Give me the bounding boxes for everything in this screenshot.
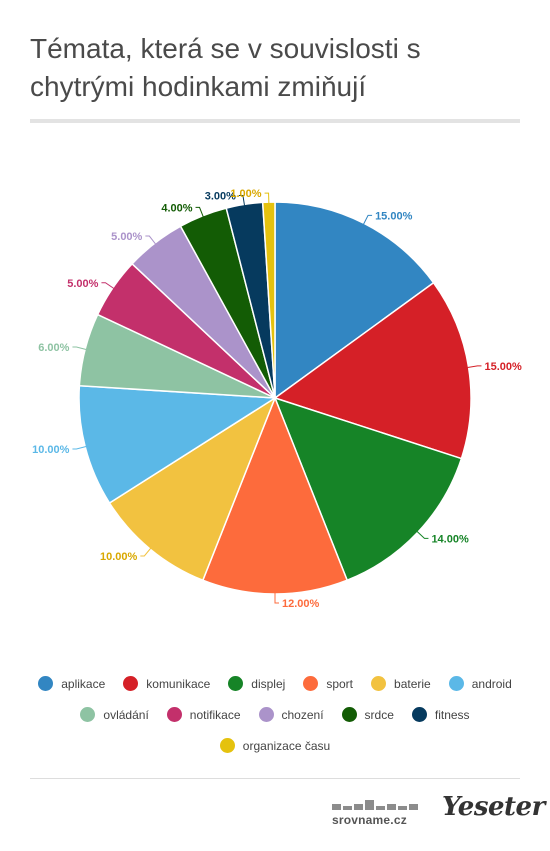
legend-swatch-7 (166, 707, 182, 722)
legend-item-11: organizace času (219, 738, 331, 753)
leader-line-3 (274, 593, 279, 604)
srovname-logo-icon (332, 800, 418, 810)
slice-label-11: 1.00% (230, 188, 261, 200)
legend-item-2: displej (228, 676, 285, 691)
legend-swatch-10 (411, 707, 427, 722)
legend-label-11: organizace času (242, 738, 331, 753)
legend-swatch-6 (80, 707, 96, 722)
legend-label-8: chození (281, 707, 324, 722)
legend-item-1: komunikace (123, 676, 210, 691)
legend-item-5: android (448, 676, 512, 691)
slice-label-5: 10.00% (32, 444, 70, 456)
leader-line-6 (72, 346, 87, 350)
legend-item-7: notifikace (166, 707, 241, 722)
yeseter-logo: Yeseter (442, 792, 545, 822)
leader-line-4 (140, 547, 152, 557)
leader-line-2 (416, 531, 429, 539)
legend-swatch-2 (228, 676, 244, 691)
leader-line-11 (264, 192, 270, 204)
srovname-logo-text: srovname.cz (332, 813, 407, 827)
slice-label-10: 3.00% (205, 191, 236, 203)
slice-label-8: 5.00% (111, 231, 142, 243)
legend-item-6: ovládání (80, 707, 149, 722)
chart-title: Témata, která se v souvislosti s chytrým… (30, 33, 421, 102)
legend-swatch-5 (448, 676, 464, 691)
pie-chart: 15.00% 15.00% 14.00% 12.00% 10.00% 10.00% 6.00… (32, 188, 522, 610)
leader-line-10 (238, 195, 245, 206)
legend-item-8: chození (258, 707, 324, 722)
legend-swatch-4 (371, 676, 387, 691)
legend-item-3: sport (303, 676, 353, 691)
legend-swatch-11 (219, 738, 235, 753)
legend-label-4: baterie (394, 676, 431, 691)
legend-item-9: srdce (341, 707, 394, 722)
legend-swatch-3 (303, 676, 319, 691)
leader-line-0 (363, 214, 373, 225)
legend-label-0: aplikace (61, 676, 106, 691)
legend-label-5: android (471, 676, 512, 691)
slice-label-1: 15.00% (484, 361, 522, 373)
leader-line-7 (101, 282, 115, 289)
legend-swatch-9 (341, 707, 357, 722)
legend-label-10: fitness (434, 707, 470, 722)
legend-swatch-1 (123, 676, 139, 691)
legend-label-9: srdce (364, 707, 394, 722)
slice-label-7: 5.00% (67, 278, 98, 290)
legend-row-2: organizace času (20, 730, 530, 761)
legend-label-1: komunikace (146, 676, 211, 691)
slice-label-0: 15.00% (375, 210, 413, 222)
leader-line-5 (72, 446, 87, 450)
legend-swatch-0 (38, 676, 54, 691)
legend-label-7: notifikace (189, 707, 241, 722)
slice-label-6: 6.00% (38, 342, 69, 354)
leader-line-9 (195, 206, 204, 217)
slice-label-2: 14.00% (431, 533, 469, 545)
legend-swatch-8 (258, 707, 274, 722)
footer-divider (30, 778, 520, 779)
leader-line-8 (145, 235, 156, 245)
legend-label-3: sport (326, 676, 354, 691)
legend-row-0: aplikace komunikace displej sport baterie and… (20, 668, 530, 699)
leader-line-1 (467, 365, 482, 368)
legend-item-4: baterie (371, 676, 431, 691)
slice-label-3: 12.00% (282, 598, 320, 610)
title-divider (30, 119, 520, 123)
slice-label-4: 10.00% (100, 551, 138, 563)
chart-legend: aplikace komunikace displej sport baterie and… (20, 668, 530, 761)
slice-label-9: 4.00% (161, 202, 192, 214)
legend-row-1: ovládání notifikace chození srdce fitness (20, 699, 530, 730)
legend-item-0: aplikace (38, 676, 105, 691)
legend-item-10: fitness (411, 707, 470, 722)
legend-label-6: ovládání (103, 707, 149, 722)
legend-label-2: displej (251, 676, 286, 691)
